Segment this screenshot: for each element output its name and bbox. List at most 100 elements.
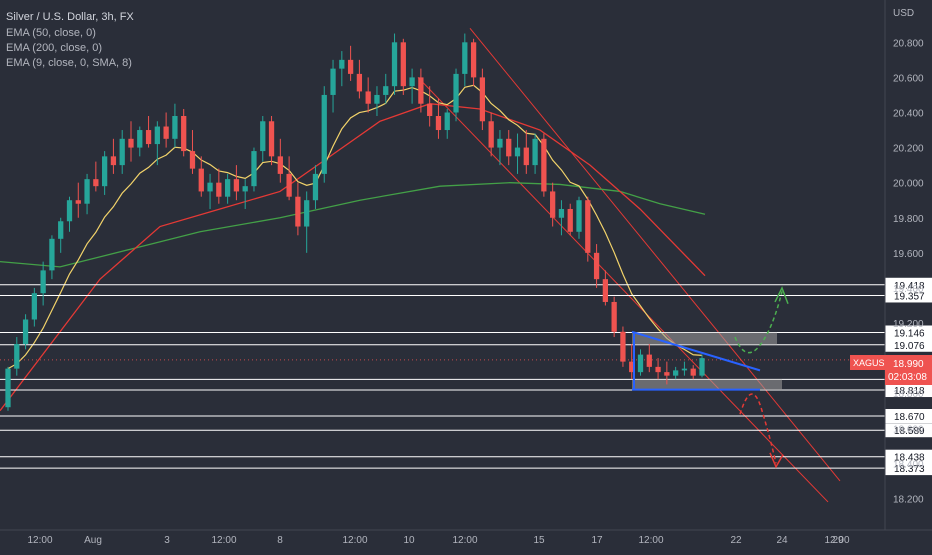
level-price-box: [885, 337, 932, 352]
candle-body[interactable]: [558, 208, 565, 218]
candle-body[interactable]: [31, 293, 37, 320]
candle-body[interactable]: [427, 103, 433, 116]
candle-body[interactable]: [664, 372, 670, 376]
candle-body[interactable]: [110, 156, 117, 166]
candle-body[interactable]: [347, 59, 354, 74]
candle-body[interactable]: [532, 138, 538, 166]
candle-body[interactable]: [198, 168, 204, 192]
candle-body[interactable]: [593, 252, 600, 280]
candle-body[interactable]: [251, 151, 257, 187]
candle-body[interactable]: [14, 344, 20, 369]
channel-upper-line[interactable]: [469, 27, 841, 482]
candle-body[interactable]: [189, 151, 196, 169]
candle-body[interactable]: [137, 130, 143, 148]
triangle-upper-trendline[interactable]: [631, 330, 761, 372]
ema-200-line[interactable]: [0, 182, 706, 268]
candle-body[interactable]: [49, 238, 55, 271]
candle-body[interactable]: [523, 147, 529, 166]
candle-body[interactable]: [295, 196, 301, 227]
candle-body[interactable]: [5, 368, 11, 408]
candle-body[interactable]: [497, 138, 503, 148]
price-tick-label: 19.800: [893, 214, 924, 225]
candle-body[interactable]: [550, 191, 556, 218]
candle-body[interactable]: [40, 270, 46, 294]
candle-body[interactable]: [383, 86, 389, 95]
candle-body[interactable]: [216, 182, 222, 197]
candle-body[interactable]: [277, 156, 283, 174]
candle-body[interactable]: [119, 138, 125, 166]
candle-body[interactable]: [435, 116, 442, 131]
candle-body[interactable]: [391, 42, 398, 87]
candle-body[interactable]: [506, 138, 512, 157]
candle-body[interactable]: [233, 179, 240, 192]
candle-body[interactable]: [637, 354, 644, 373]
candle-body[interactable]: [242, 186, 248, 192]
candle-body[interactable]: [58, 221, 64, 239]
candle-body[interactable]: [488, 121, 494, 148]
candle-body[interactable]: [207, 182, 213, 192]
candle-body[interactable]: [514, 147, 521, 157]
candle-body[interactable]: [462, 42, 468, 74]
indicator-ema-9[interactable]: EMA (9, close, 0, SMA, 8): [6, 57, 132, 69]
candle-body[interactable]: [163, 126, 169, 139]
bar-countdown: 02:03:08: [888, 372, 927, 383]
ema-9-line[interactable]: [7, 84, 703, 370]
indicator-ema-200[interactable]: EMA (200, close, 0): [6, 42, 102, 54]
candle-body[interactable]: [84, 179, 90, 204]
candle-body[interactable]: [690, 368, 696, 376]
candle-body[interactable]: [585, 200, 591, 253]
candle-body[interactable]: [154, 126, 160, 145]
candle-body[interactable]: [172, 116, 178, 139]
support-zone[interactable]: [632, 379, 782, 391]
candle-body[interactable]: [418, 77, 424, 104]
candle-body[interactable]: [356, 73, 363, 92]
candle-body[interactable]: [128, 138, 134, 148]
candle-body[interactable]: [470, 42, 477, 78]
indicator-ema-50[interactable]: EMA (50, close, 0): [6, 27, 96, 39]
candle-body[interactable]: [268, 121, 275, 157]
candle-body[interactable]: [646, 354, 652, 367]
candle-body[interactable]: [66, 200, 73, 222]
candle-body[interactable]: [541, 138, 547, 192]
candle-body[interactable]: [321, 94, 327, 174]
candle-body[interactable]: [620, 331, 626, 362]
candle-body[interactable]: [286, 173, 292, 197]
candle-body[interactable]: [409, 77, 415, 87]
bullish-projection-path[interactable]: [734, 291, 783, 354]
channel-lower-line[interactable]: [417, 77, 829, 503]
candle-body[interactable]: [400, 42, 406, 87]
candle-body[interactable]: [374, 94, 380, 104]
candle-body[interactable]: [453, 73, 459, 113]
candle-body[interactable]: [330, 68, 336, 95]
bullish-arrowhead: [774, 286, 789, 304]
candle-body[interactable]: [444, 112, 450, 131]
candle-body[interactable]: [101, 156, 108, 187]
candle-body[interactable]: [145, 130, 152, 145]
candle-body[interactable]: [93, 179, 99, 187]
level-price-label: 19.146: [894, 328, 925, 339]
candle-body[interactable]: [22, 319, 29, 345]
candle-body[interactable]: [181, 116, 187, 152]
candle-body[interactable]: [576, 200, 582, 232]
candle-body[interactable]: [75, 200, 81, 204]
candle-body[interactable]: [260, 121, 266, 152]
candle-body[interactable]: [567, 208, 573, 232]
candle-body[interactable]: [699, 358, 705, 376]
candle-body[interactable]: [681, 368, 688, 371]
candle-body[interactable]: [673, 370, 679, 376]
candle-body[interactable]: [479, 77, 486, 122]
time-tick-label: 29: [832, 535, 844, 546]
candle-body[interactable]: [629, 361, 635, 373]
candle-body[interactable]: [602, 279, 609, 302]
time-tick-label: 12:00: [342, 535, 367, 546]
candle-body[interactable]: [365, 91, 371, 104]
candle-body[interactable]: [655, 366, 661, 373]
candle-body[interactable]: [304, 200, 310, 227]
candle-body[interactable]: [312, 173, 319, 201]
candle-body[interactable]: [611, 301, 617, 332]
candle-body[interactable]: [339, 59, 345, 69]
ema-50-line[interactable]: [0, 103, 706, 412]
bearish-projection-path[interactable]: [739, 393, 777, 464]
candle-body[interactable]: [224, 179, 231, 197]
